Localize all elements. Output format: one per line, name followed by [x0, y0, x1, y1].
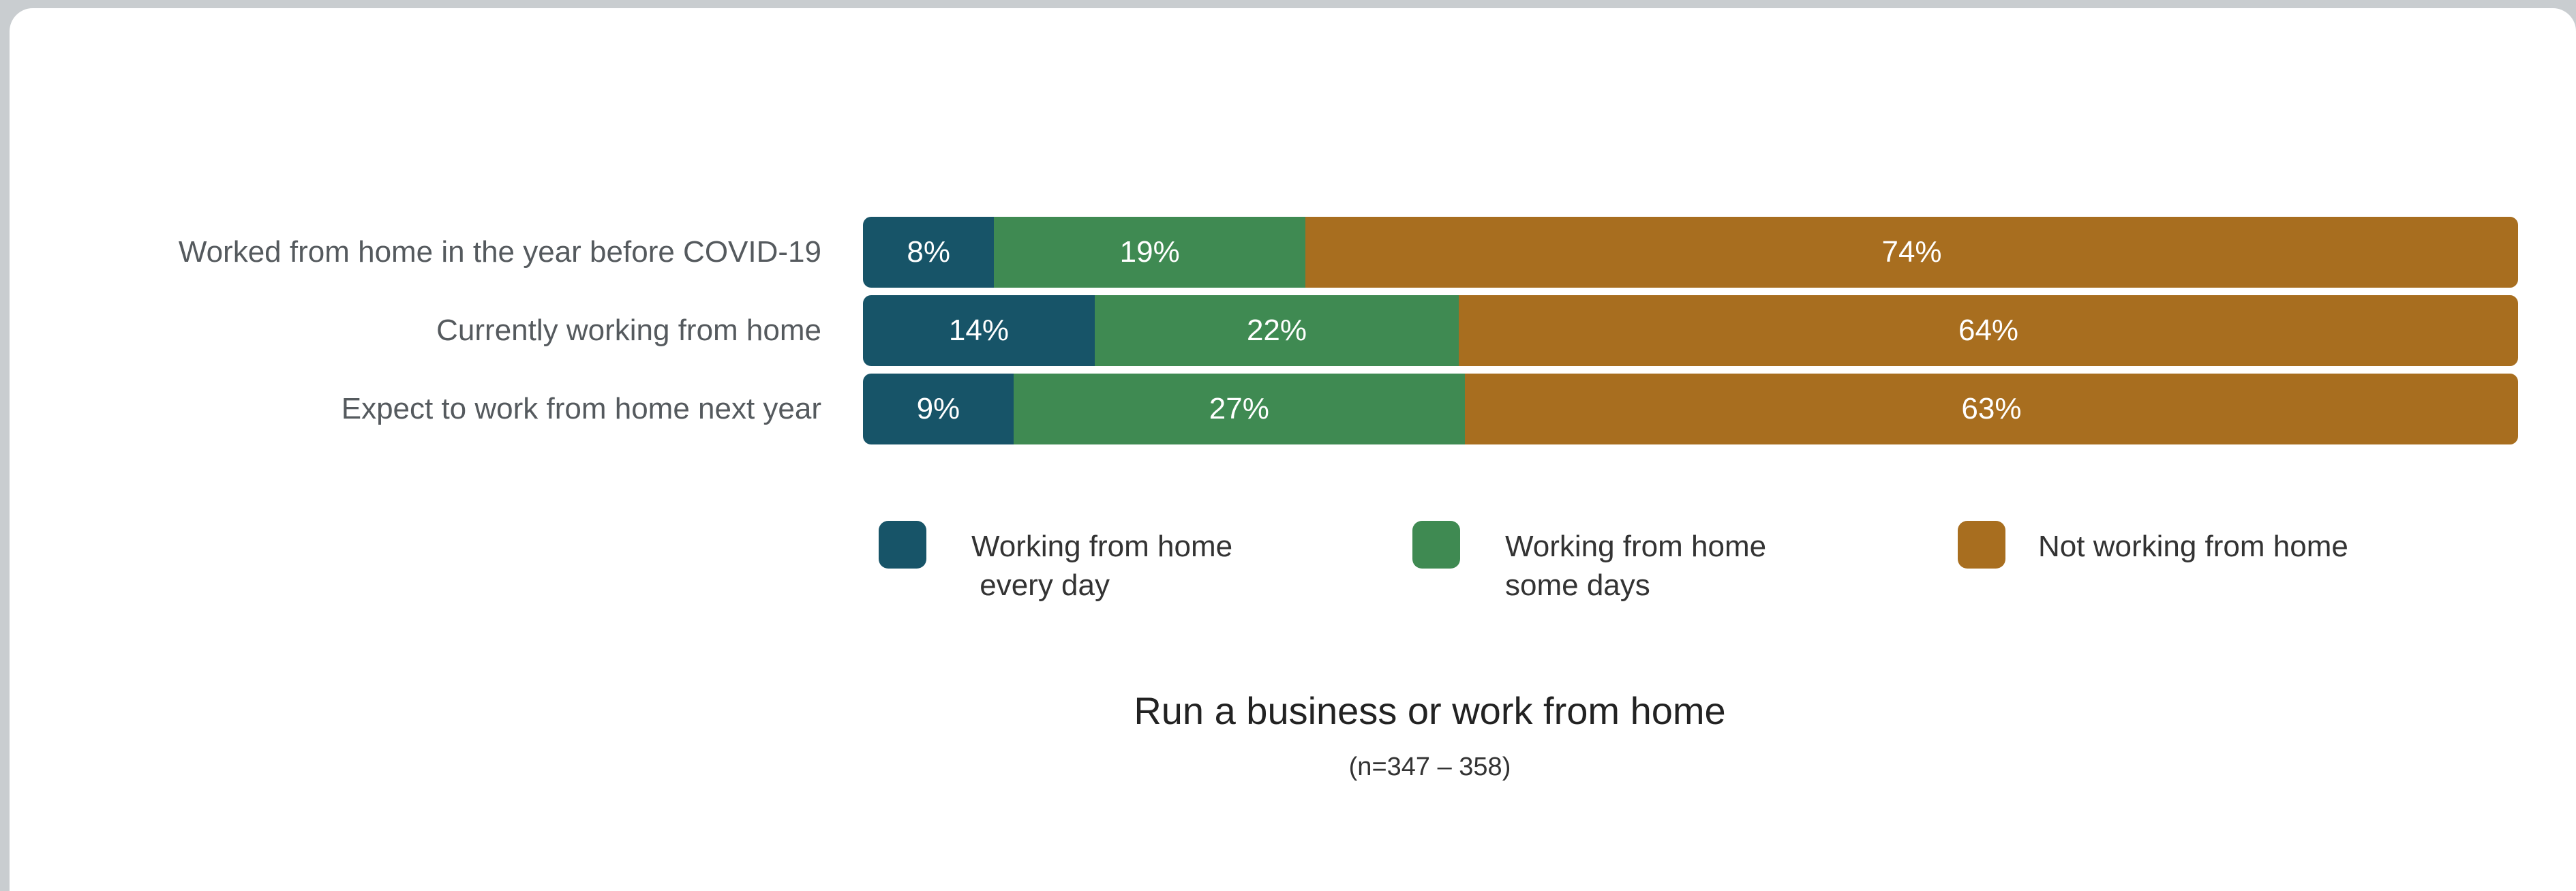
category-label: Expect to work from home next year — [341, 392, 821, 425]
data-label: 74% — [1881, 235, 1942, 269]
data-label: 9% — [916, 392, 960, 425]
chart-title: Run a business or work from home — [1134, 689, 1726, 732]
data-label: 14% — [948, 314, 1009, 347]
chart-subtitle: (n=347 – 358) — [1348, 753, 1511, 781]
data-label: 19% — [1119, 235, 1180, 269]
data-label: 22% — [1246, 314, 1307, 347]
legend-swatch — [1412, 521, 1460, 569]
bar-segment: 8% — [863, 217, 995, 288]
legend-label: Working from home some days — [1505, 530, 1767, 602]
data-label: 8% — [907, 235, 950, 269]
bar-segment: 74% — [1305, 217, 2518, 288]
bar-row: 14% 22% 64% — [863, 295, 2518, 366]
bar-segment: 27% — [1013, 374, 1465, 444]
chart-card — [10, 8, 2576, 891]
category-label: Currently working from home — [436, 314, 821, 347]
data-label: 63% — [1961, 392, 2022, 425]
bar-segment: 64% — [1459, 295, 2518, 366]
bar-segment: 9% — [863, 374, 1014, 444]
legend-swatch — [879, 521, 926, 569]
bar-segment: 19% — [994, 217, 1306, 288]
legend-label: Not working from home — [2038, 530, 2348, 563]
legend-label: Working from home every day — [971, 530, 1233, 602]
category-label: Worked from home in the year before COVI… — [178, 235, 821, 269]
data-label: 27% — [1209, 392, 1269, 425]
bar-row: 8% 19% 74% — [863, 217, 2518, 288]
bar-segment: 63% — [1464, 374, 2518, 444]
legend-swatch — [1958, 521, 2005, 569]
data-label: 64% — [1958, 314, 2019, 347]
bar-segment: 22% — [1094, 295, 1459, 366]
bar-row: 9% 27% 63% — [863, 374, 2518, 444]
bar-segment: 14% — [863, 295, 1095, 366]
